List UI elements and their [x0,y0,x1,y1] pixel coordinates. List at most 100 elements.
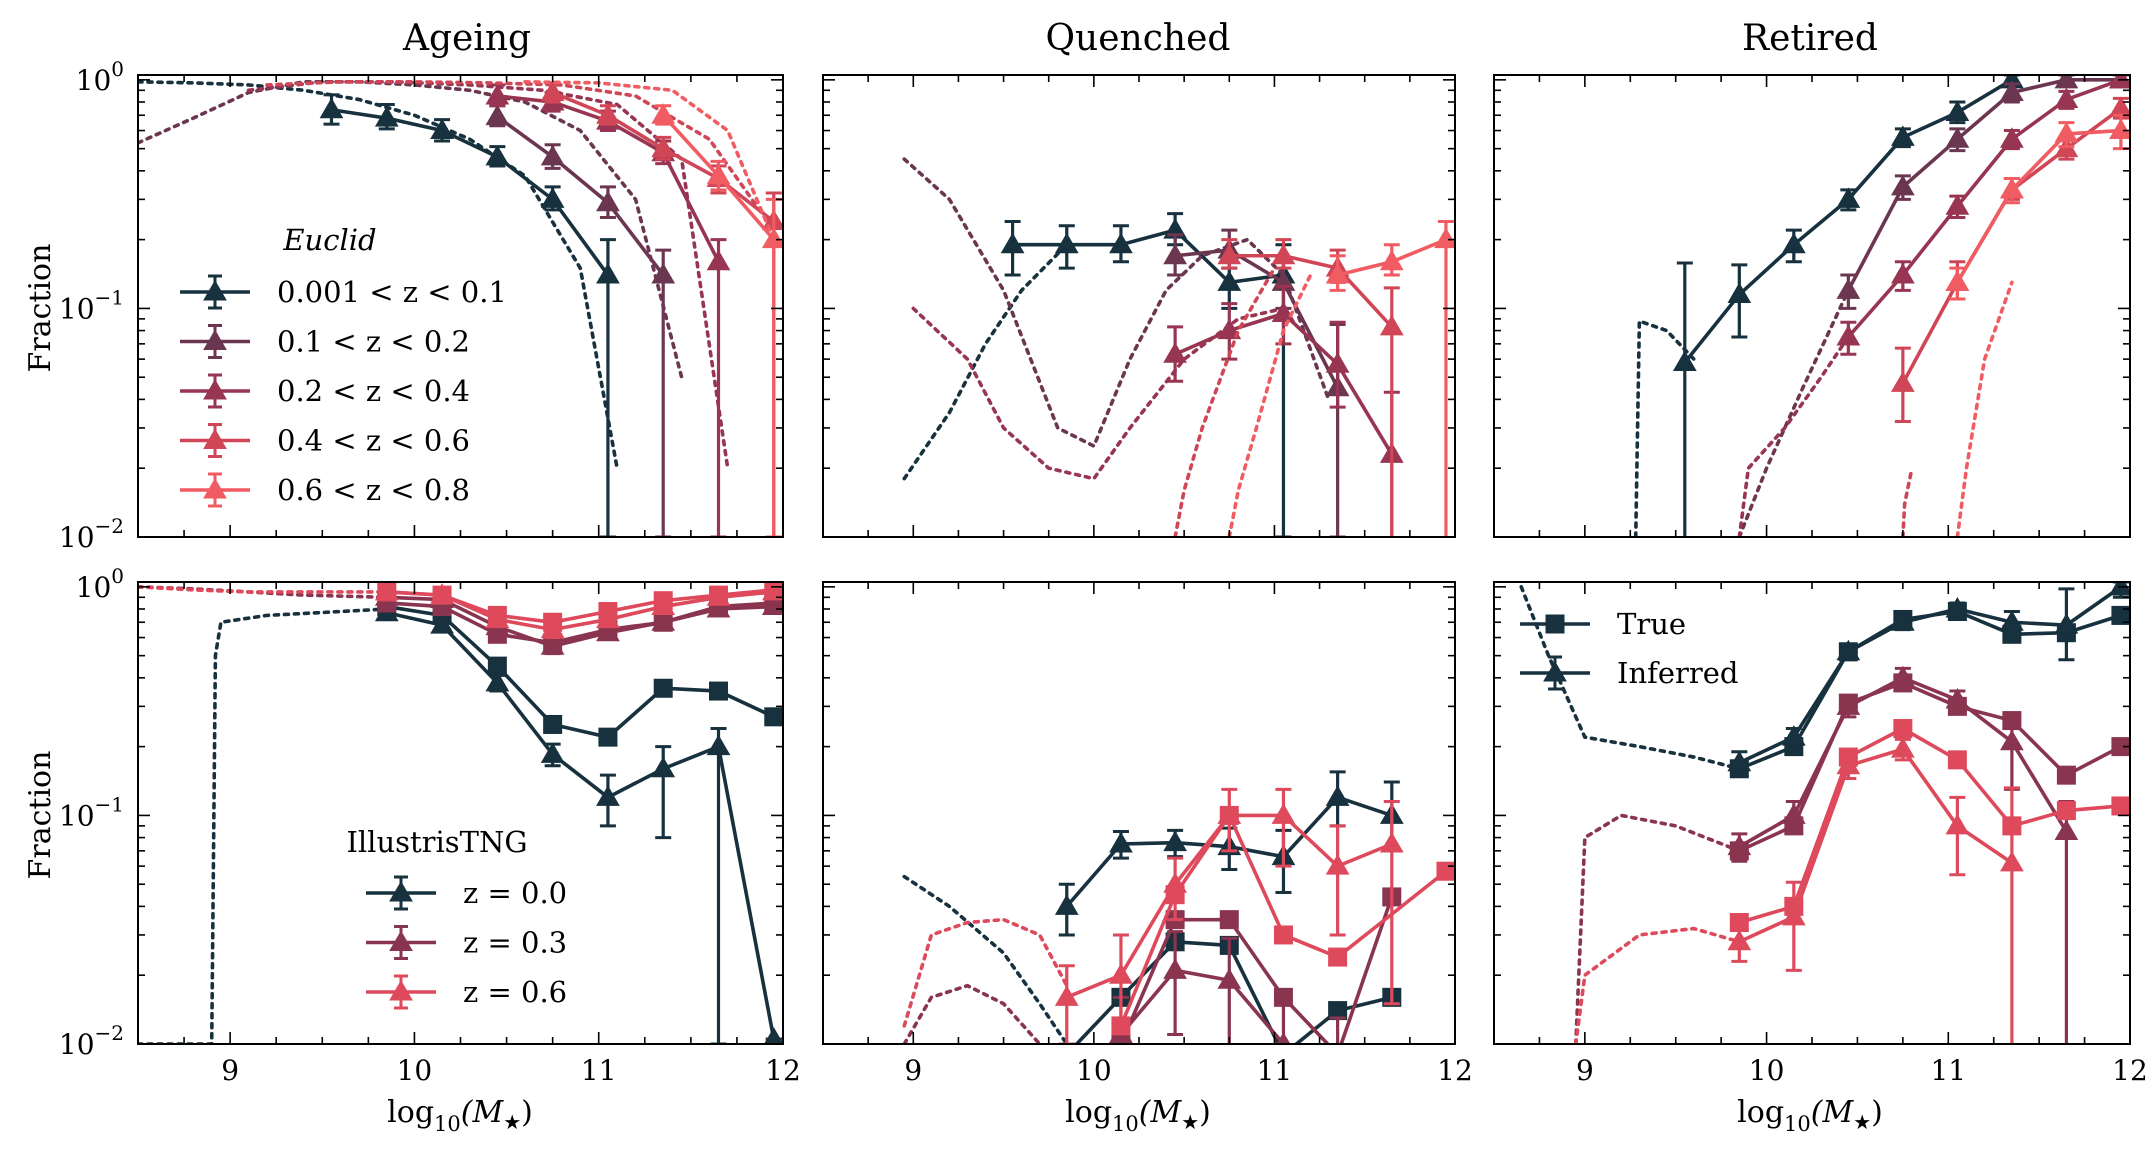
inferred-point [430,118,454,140]
xtick-label: 12 [765,1054,801,1087]
xlabel-arg: (M [461,1095,505,1130]
legend-tng: IllustrisTNG z = 0.0 z = 0.3 z = 0.6 [346,825,567,1010]
plot-area [902,770,1455,1063]
legend-entry: z = 0.6 [366,974,567,1010]
xtick-label: 10 [1749,1054,1785,1087]
inferred-point [1727,282,1752,304]
legend-label: True [1617,607,1686,641]
legend-marker [203,478,227,499]
xtick-label: 10 [1076,1054,1112,1087]
inferred-point [540,634,565,655]
legend-entry: 0.2 < z < 0.4 [180,373,470,409]
panel-frame [137,581,784,1045]
xlabel-arg: (M [1811,1095,1855,1130]
true-point [598,727,618,747]
true-point [1273,925,1293,945]
legend-marker [1543,661,1567,682]
panel-frame [1493,74,2131,538]
ticks [1493,582,2131,1045]
ytick-label: 100 [76,564,124,604]
series-0 [902,770,1404,1044]
inferred-point [706,163,731,185]
legend-entry: z = 0.0 [366,875,567,911]
inferred-point [1836,639,1861,661]
xlabel-star: ★ [1181,1110,1199,1134]
inferred-point [2000,177,2024,199]
ticks [822,75,1456,538]
series-0 [1633,75,2024,537]
inferred-point [1325,785,1350,806]
xlabel-close: ) [1871,1095,1883,1130]
true-point [764,707,783,727]
legend-title: Euclid [282,223,376,257]
series-3 [265,80,783,537]
xlabel-base: log [387,1095,434,1130]
inferred-point [1379,249,1404,271]
panel-frame [822,74,1456,538]
ytick-label: 10−1 [59,285,124,325]
inferred-point [1945,127,1970,148]
true-point [1436,861,1455,881]
inferred-point [1945,270,1970,291]
true-point [709,681,728,701]
title-quenched: Quenched [1046,18,1231,59]
inferred-line [496,115,665,277]
legend-entry: 0.001 < z < 0.1 [180,274,507,310]
legend-label: z = 0.3 [463,926,567,960]
true-point [1219,910,1239,930]
xtick-label: 11 [1930,1054,1966,1087]
dotted-line [1573,813,1742,1044]
legend-markers: True Inferred [1520,607,1738,691]
inferred-point [1163,342,1187,363]
legend-marker [389,980,413,1001]
xlabel: log10(M★) [1065,1095,1211,1136]
inferred-point [1836,694,1861,715]
xlabel-base: log [1737,1095,1784,1130]
legend-label: 0.6 < z < 0.8 [277,473,470,507]
inferred-point [1379,831,1404,853]
truth-dotted-line [902,242,1069,481]
inferred-point [1781,725,1806,746]
inferred-point [1054,894,1079,915]
inferred-point [540,80,565,102]
truth-dotted-line [1955,280,2014,537]
inferred-point [596,785,620,806]
legend-marker [389,881,413,902]
truth-dotted-line [1173,266,1277,537]
legend-label: z = 0.6 [463,975,567,1009]
inferred-point [1325,352,1350,373]
panel-frame [1493,581,2131,1045]
inferred-point [2000,127,2024,148]
plot-area [1519,582,2130,1044]
inferred-line [1846,78,2122,339]
dotted-line [902,917,1069,1028]
inferred-point [1836,324,1861,346]
inferred-point [1890,263,1915,284]
legend-title: IllustrisTNG [346,825,527,859]
dotted-line [902,874,1069,1044]
panel-top-middle [822,74,1456,538]
xlabel: log10(M★) [1737,1095,1883,1136]
inferred-point [2109,75,2130,89]
inferred-point [1727,834,1752,856]
truth-dotted-line [911,306,1286,481]
true-line [1119,896,1394,1044]
inferred-point [596,103,620,124]
xtick-label: 10 [397,1054,433,1087]
true-point [1329,1045,1347,1063]
xlabel-subscript: 10 [1112,1112,1139,1136]
legend-entry: 0.1 < z < 0.2 [180,324,470,359]
inferred-point [540,617,565,639]
legend-label: 0.2 < z < 0.4 [277,374,470,408]
xlabels: log10(M★) log10(M★) log10(M★) [387,1095,1883,1136]
inferred-point [1836,753,1861,775]
true-point [1328,947,1348,967]
series-2 [1573,719,2130,1044]
inferred-point [651,594,676,616]
inferred-line [1846,78,2121,292]
xlabel-subscript: 10 [434,1112,461,1136]
inferred-line [386,611,776,1040]
inferred-point [2000,850,2024,872]
inferred-point [1109,831,1133,853]
inferred-point [1271,301,1296,323]
